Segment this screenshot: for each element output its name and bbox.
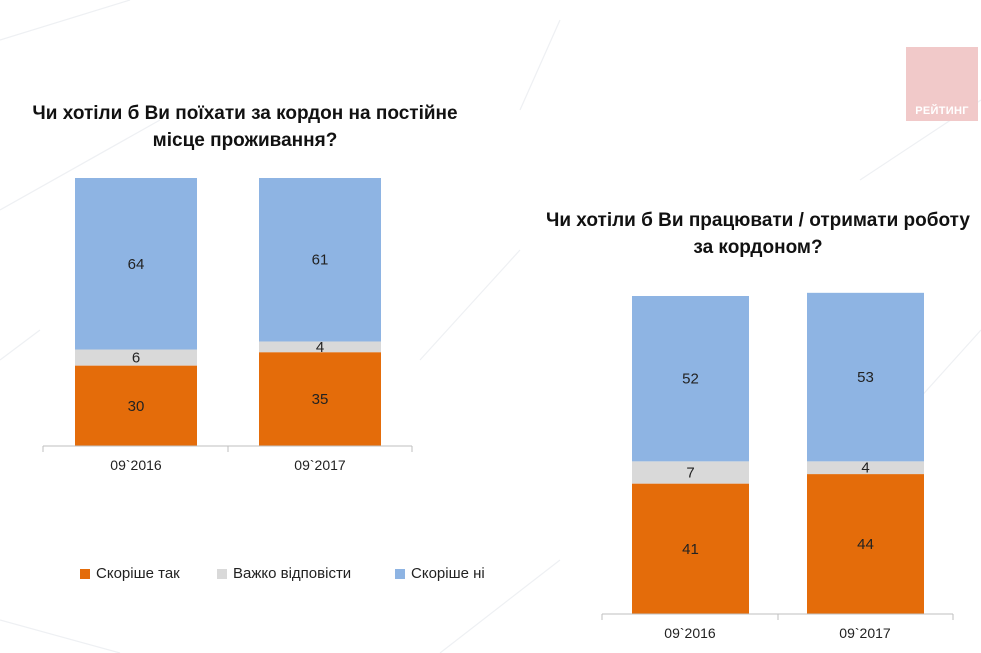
data-label-yes: 35 [312,391,329,408]
x-tick-label: 09`2016 [664,625,716,641]
legend-label: Скоріше так [96,565,180,582]
bar-segment-yes [632,483,749,614]
data-label-hard: 7 [686,464,694,481]
x-tick-label: 09`2017 [294,457,346,473]
x-tick-label: 09`2017 [839,625,891,641]
data-label-no: 53 [857,369,874,386]
bar-segment-yes [75,365,197,446]
data-label-no: 61 [312,252,329,269]
data-label-yes: 30 [128,398,145,415]
legend-swatch-no [395,568,405,579]
chart-title-line: місце проживання? [152,130,338,151]
data-label-hard: 4 [861,460,869,477]
chart-title-line: Чи хотіли б Ви поїхати за кордон на пост… [32,103,458,124]
chart-title-line: Чи хотіли б Ви працювати / отримати робо… [545,210,970,231]
bar-segment-no [807,292,924,462]
data-label-hard: 6 [132,350,140,367]
bar-segment-yes [259,352,381,446]
chart-title-emigrate: Чи хотіли б Ви поїхати за кордон на пост… [20,100,470,154]
data-label-hard: 4 [316,339,324,356]
data-label-yes: 44 [857,536,874,553]
chart-title-line: за кордоном? [693,237,823,258]
bar-segment-hard [75,349,197,366]
legend-item-hard: Важко відповісти [217,565,351,582]
legend-label: Скоріше ні [411,565,485,582]
bar-segment-yes [807,474,924,614]
bar-segment-no [259,178,381,342]
data-label-no: 52 [682,371,699,388]
data-label-yes: 41 [682,541,699,558]
bar-segment-no [632,296,749,462]
bar-segment-hard [632,461,749,484]
legend-item-yes: Скоріше так [80,565,180,582]
legend-swatch-hard [217,568,227,579]
bar-segment-no [75,178,197,350]
brand-logo: РЕЙТИНГ [906,47,978,121]
chart-title-work-abroad: Чи хотіли б Ви працювати / отримати робо… [528,207,981,261]
data-label-no: 64 [128,256,145,273]
brand-logo-text: РЕЙТИНГ [915,105,969,117]
x-tick-label: 09`2016 [110,457,162,473]
legend-swatch-yes [80,568,90,579]
legend-item-no: Скоріше ні [395,565,485,582]
bar-segment-hard [259,341,381,353]
legend-label: Важко відповісти [233,565,352,582]
bar-segment-hard [807,461,924,475]
